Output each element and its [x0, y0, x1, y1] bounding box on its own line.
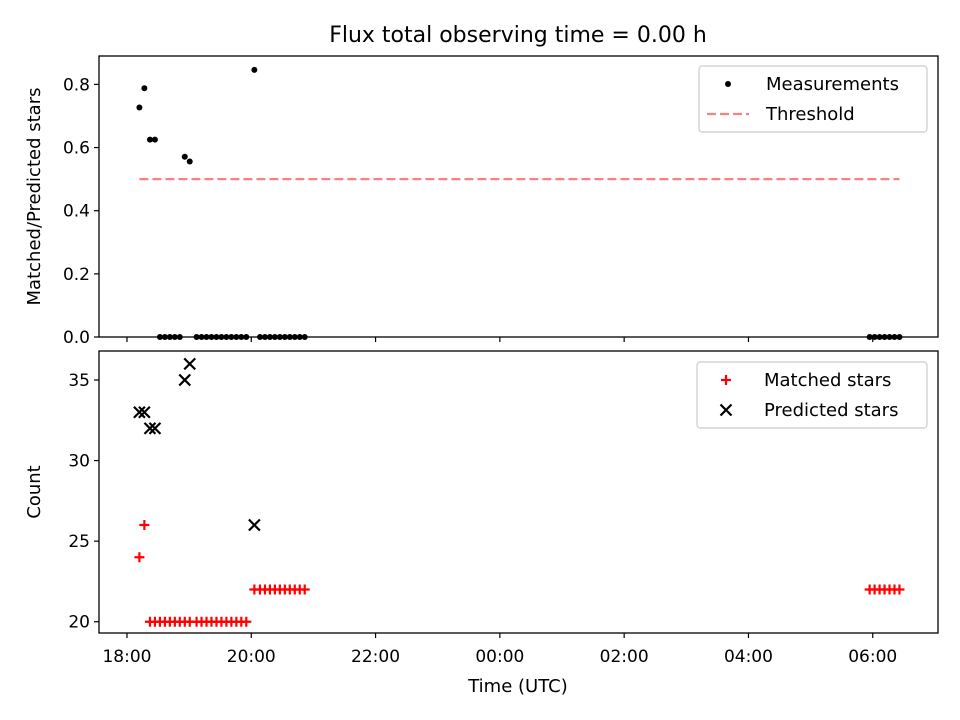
measurement-point	[876, 334, 883, 340]
predicted-star-marker	[138, 405, 151, 419]
measurement-point	[213, 334, 220, 340]
measurement-point	[233, 334, 240, 340]
measurement-point	[161, 334, 168, 340]
legend-marker	[721, 375, 731, 385]
predicted-star-marker	[143, 422, 157, 435]
top-panel: 0.0 0.2 0.4 0.6 0.8 Matched/Predicted stars Me…	[24, 55, 939, 348]
measurement-point	[193, 334, 200, 340]
matched-star-marker	[241, 616, 252, 627]
measurement-point	[141, 85, 148, 92]
y-tick-label: 0.6	[63, 139, 90, 159]
predicted-star-marker	[178, 373, 192, 387]
measurement-point	[176, 334, 183, 340]
series-layer	[133, 357, 905, 627]
legend-label: Measurements	[766, 74, 899, 95]
measurement-point	[881, 334, 888, 340]
measurement-point	[296, 334, 303, 340]
x-tick-label: 00:00	[475, 647, 524, 667]
x-tick-label: 20:00	[227, 647, 276, 667]
matched-star-marker	[134, 552, 145, 563]
measurement-point	[146, 136, 153, 143]
legend-label: Predicted stars	[764, 400, 898, 421]
measurement-point	[228, 334, 235, 340]
predicted-star-marker	[148, 422, 162, 435]
measurement-point	[198, 334, 205, 340]
matched-star-marker	[894, 584, 905, 595]
measurement-point	[281, 334, 288, 340]
x-tick-label: 02:00	[600, 647, 649, 667]
measurement-point	[871, 334, 878, 340]
measurement-point	[286, 334, 293, 340]
measurement-point	[156, 334, 163, 340]
measurement-point	[866, 334, 873, 340]
legend-label: Matched stars	[764, 370, 891, 391]
measurement-point	[223, 334, 230, 340]
measurement-point	[271, 334, 278, 340]
predicted-star-marker	[248, 518, 261, 532]
measurement-point	[266, 334, 273, 340]
measurement-point	[238, 334, 245, 340]
legend-box	[698, 65, 928, 133]
y-tick-label: 0.4	[63, 202, 90, 222]
matched-star-marker	[139, 520, 150, 531]
predicted-star-marker	[183, 357, 197, 371]
legend-box	[696, 361, 928, 429]
measurement-point	[256, 334, 263, 340]
legend-marker	[725, 81, 731, 87]
measurement-point	[151, 136, 158, 143]
series-layer	[136, 66, 903, 340]
y-tick-label: 30	[68, 452, 90, 472]
predicted-star-marker	[133, 405, 146, 419]
measurement-point	[166, 334, 173, 340]
x-tick-label: 22:00	[351, 647, 400, 667]
measurement-point	[181, 153, 188, 160]
y-tick-label: 25	[68, 532, 90, 552]
y-axis-label: Matched/Predicted stars	[24, 88, 45, 306]
measurement-point	[251, 66, 258, 73]
measurement-point	[896, 334, 903, 340]
measurement-point	[171, 334, 178, 340]
measurement-point	[276, 334, 283, 340]
y-tick-label: 0.8	[63, 75, 90, 95]
y-tick-label: 0.2	[63, 265, 90, 285]
legend: Measurements Threshold	[698, 65, 928, 133]
measurement-point	[243, 334, 250, 340]
measurement-point	[891, 334, 898, 340]
y-tick-label: 35	[68, 371, 90, 391]
measurement-point	[218, 334, 225, 340]
bottom-panel: 18:00 20:00 22:00 00:00 02:00 04:00 06:00 20 25 3…	[24, 350, 939, 667]
x-tick-label: 04:00	[724, 647, 773, 667]
measurement-point	[261, 334, 268, 340]
legend-marker	[719, 403, 733, 417]
y-tick-label: 20	[68, 613, 90, 633]
measurement-point	[291, 334, 298, 340]
measurement-point	[208, 334, 215, 340]
y-tick-label: 0.0	[63, 328, 90, 348]
measurement-point	[301, 334, 308, 340]
measurement-point	[186, 158, 193, 165]
legend: Matched stars Predicted stars	[696, 361, 928, 429]
chart-title: Flux total observing time = 0.00 h	[329, 23, 707, 48]
measurement-point	[136, 104, 143, 111]
x-tick-label: 18:00	[102, 647, 151, 667]
y-axis-label: Count	[24, 465, 45, 518]
x-tick-label: 06:00	[848, 647, 897, 667]
legend-label: Threshold	[765, 104, 855, 125]
matched-star-marker	[299, 584, 310, 595]
measurement-point	[203, 334, 210, 340]
x-axis-label: Time (UTC)	[467, 676, 568, 697]
measurement-point	[886, 334, 893, 340]
